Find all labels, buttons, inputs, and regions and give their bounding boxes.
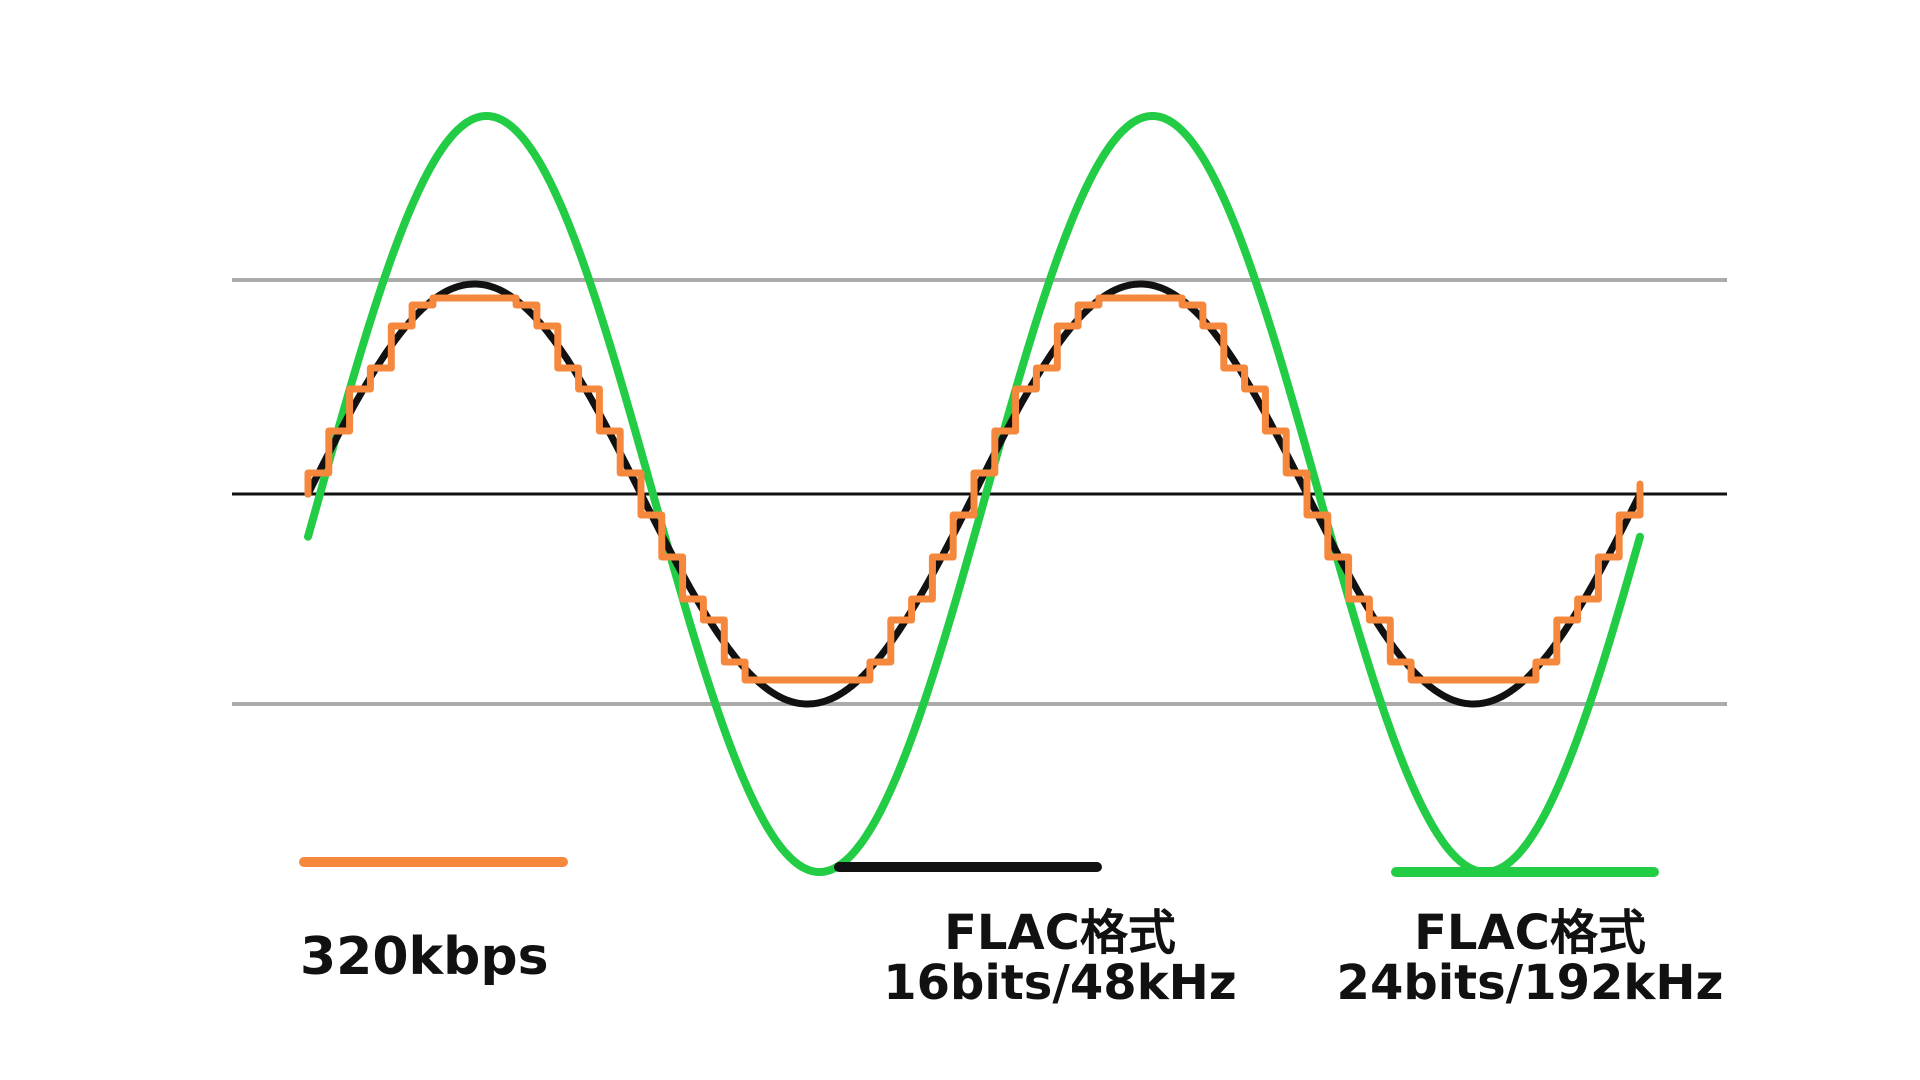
legend-text-flac24-format: FLAC格式 xyxy=(1414,905,1646,961)
legend-text-mp3: 320kbps xyxy=(300,927,549,987)
legend-text-flac16-spec: 16bits/48kHz xyxy=(883,955,1237,1012)
legend-label-mp3: 320kbps xyxy=(300,930,560,985)
legend-label-flac16: FLAC格式 16bits/48kHz xyxy=(780,908,1340,1009)
flac24-wave xyxy=(304,112,1644,876)
legend-text-flac24-spec: 24bits/192kHz xyxy=(1336,955,1724,1012)
legend-label-flac24: FLAC格式 24bits/192kHz xyxy=(1320,908,1740,1009)
mp3-stepped-wave xyxy=(304,294,1644,684)
legend-text-flac16-format: FLAC格式 xyxy=(944,905,1176,961)
